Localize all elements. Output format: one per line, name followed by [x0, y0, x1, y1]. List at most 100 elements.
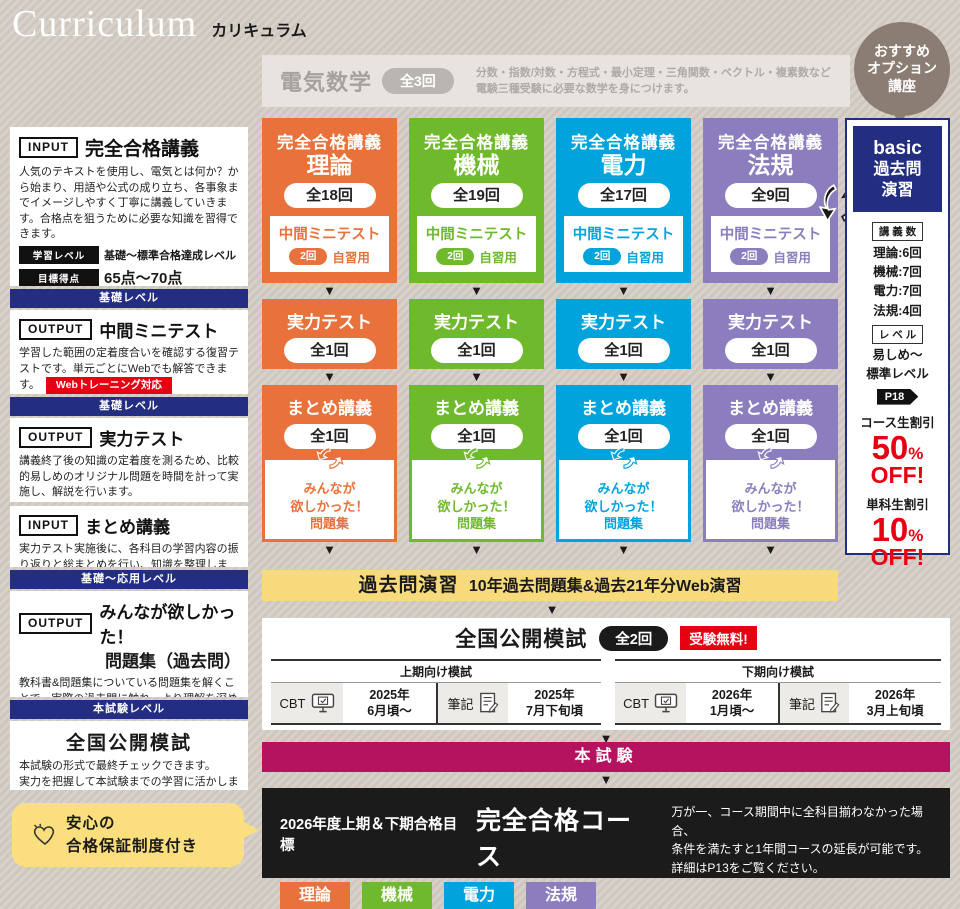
count-pill: 全1回 [577, 338, 670, 363]
count-pill: 全19回 [430, 183, 523, 209]
count-pill: 全1回 [283, 424, 376, 449]
summary-lecture-box: まとめ講義 全1回 [703, 385, 838, 457]
single-discount-off: OFF! [870, 543, 925, 570]
ability-test-label: 実力テスト [287, 313, 372, 332]
level-value: 易しめ〜 標準レベル [866, 348, 929, 381]
page-title-en: Curriculum [12, 3, 198, 45]
down-arrow-icon: ▼ [323, 369, 336, 384]
spec-row: 目標得点 65点〜70点 [19, 267, 239, 286]
course-target: 2026年度上期＆下期合格目標 [280, 817, 458, 854]
summary-lecture-label: まとめ講義 [581, 399, 666, 418]
electric-math-title: 電気数学 [280, 70, 373, 95]
cycle-arrows-icon [315, 443, 345, 473]
subject-label: 理論 [306, 152, 353, 178]
mini-test-label: 中間ミニテスト [572, 227, 675, 244]
mini-count-pill: 2回 [730, 248, 769, 266]
section-body: 実力テスト実施後に、各科目の学習内容の振り返りと総まとめを行い、知識を整理します… [19, 543, 239, 567]
down-arrow-icon: ▼ [470, 542, 483, 557]
hand-heart-icon [32, 823, 58, 847]
mini-test-label: 中間ミニテスト [425, 227, 528, 244]
sidebar-section-workbook: OUTPUT みんなが欲しかった！ 問題集（過去問） 教科書&問題集についている… [10, 591, 248, 697]
count-pill: 全1回 [283, 338, 376, 363]
course-subject-badges: 理論 機械 電力 法規 [280, 882, 649, 909]
sidebar-section-ability-test: OUTPUT 実力テスト 講義終了後の知識の定着度を測るため、比較的易しめのオリ… [10, 418, 248, 502]
output-tag: OUTPUT [19, 612, 93, 634]
single-discount-label: 単科生割引 [866, 497, 929, 512]
mini-test-label: 中間ミニテスト [719, 227, 822, 244]
ability-test-box: 実力テスト 全1回 [262, 299, 397, 369]
level-bar-basic-advanced: 基礎〜応用レベル [10, 570, 248, 589]
down-arrow-icon: ▼ [599, 772, 613, 787]
mock-exam-title: 全国公開模試 [455, 628, 588, 651]
count-pill: 全1回 [430, 424, 523, 449]
mini-test-box: 中間ミニテスト 2回 自習用 [711, 216, 830, 273]
down-arrow-icon: ▼ [545, 602, 559, 617]
mini-test-box: 中間ミニテスト 2回 自習用 [564, 216, 683, 273]
spec-row: 学習レベル 基礎〜標準合格達成レベル [19, 246, 239, 265]
spec-value: 65点〜70点 [104, 270, 183, 286]
cbt-date: 2025年 6月頃〜 [367, 687, 412, 718]
basic-title-en: basic [873, 138, 922, 159]
lecture-count-list: 理論:6回 機械:7回 電力:7回 法規:4回 [847, 244, 948, 322]
ability-test-label: 実力テスト [581, 313, 666, 332]
column-law: 完全合格講義 法規 全9回 中間ミニテスト 2回 自習用 ▼ 実力テスト 全1回 … [703, 118, 838, 558]
subject-badge-machine: 機械 [362, 882, 432, 909]
sidebar-section-lecture: INPUT 完全合格講義 人気のテキストを使用し、電気とは何か？から始まり、用語… [10, 127, 248, 286]
count-pill: 全1回 [577, 424, 670, 449]
section-title: 完全合格講義 [85, 139, 200, 160]
mini-count-pill: 2回 [436, 248, 475, 266]
level-bar-basic-2: 基礎レベル [10, 397, 248, 416]
count-pill: 全1回 [430, 338, 523, 363]
mock-table-header: 上期向け模試 [271, 661, 601, 683]
column-machine: 完全合格講義 機械 全19回 中間ミニテスト 2回 自習用 ▼ 実力テスト 全1回… [409, 118, 544, 558]
electric-math-count-badge: 全3回 [382, 68, 454, 94]
level-bar-basic-1: 基礎レベル [10, 289, 248, 308]
guarantee-text: 安心の 合格保証制度付き [66, 814, 199, 855]
lecture-box: 完全合格講義 理論 全18回 中間ミニテスト 2回 自習用 [262, 118, 397, 283]
workbook-box: みんなが 欲しかった！ 問題集 [409, 447, 544, 542]
mini-test-label: 中間ミニテスト [278, 227, 381, 244]
basic-option-header: basic 過去問 演習 [853, 126, 942, 212]
workbook-label: みんなが 欲しかった！ 問題集 [584, 481, 663, 532]
subject-badge-theory: 理論 [280, 882, 350, 909]
course-discount-value: 50% [847, 431, 948, 464]
ability-test-box: 実力テスト 全1回 [556, 299, 691, 369]
monitor-icon [654, 693, 678, 713]
workbook-box: みんなが 欲しかった！ 問題集 [556, 447, 691, 542]
electric-math-band: 電気数学 全3回 分数・指数/対数・方程式・最小定理・三角関数・ベクトル・複素数… [262, 55, 850, 107]
workbook-label: みんなが 欲しかった！ 問題集 [731, 481, 810, 532]
lecture-box: 完全合格講義 機械 全19回 中間ミニテスト 2回 自習用 [409, 118, 544, 283]
page-header: Curriculum カリキュラム [12, 2, 307, 46]
down-arrow-icon: ▼ [764, 542, 777, 557]
lecture-label: 完全合格講義 [571, 134, 676, 152]
cbt-label: CBT [279, 695, 306, 711]
section-title: 中間ミニテスト [99, 322, 219, 341]
written-label: 筆記 [447, 696, 474, 712]
self-study-label: 自習用 [332, 251, 370, 266]
subject-label: 機械 [453, 152, 500, 178]
lecture-count-item: 機械:7回 [873, 264, 922, 279]
section-body: 本試験の形式で最終チェックできます。 実力を把握して本試験までの学習に活かしまし… [19, 760, 239, 788]
cbt-cell: CBT [615, 683, 687, 723]
column-power: 完全合格講義 電力 全17回 中間ミニテスト 2回 自習用 ▼ 実力テスト 全1回… [556, 118, 691, 558]
mock-table-header: 下期向け模試 [615, 661, 941, 683]
recommended-option-badge: おすすめ オプション 講座 [854, 22, 950, 124]
course-note: 万が一、コース期間中に全科目揃わなかった場合、 条件を満たすと1年間コースの延長… [671, 805, 929, 875]
written-date: 2026年 3月上旬頃 [866, 687, 924, 718]
subject-label: 法規 [747, 152, 794, 178]
subject-label: 電力 [600, 152, 647, 178]
down-arrow-icon: ▼ [470, 369, 483, 384]
mini-count-pill: 2回 [583, 248, 622, 266]
mock-exam-section: 全国公開模試 全2回 受験無料! 上期向け模試 CBT 2025年 6月頃〜 筆… [262, 618, 950, 730]
lecture-label: 完全合格講義 [718, 134, 823, 152]
summary-lecture-label: まとめ講義 [287, 399, 372, 418]
summary-lecture-label: まとめ講義 [728, 399, 813, 418]
lecture-label: 完全合格講義 [277, 134, 382, 152]
summary-lecture-label: まとめ講義 [434, 399, 519, 418]
workbook-label: みんなが 欲しかった！ 問題集 [290, 481, 369, 532]
cbt-label: CBT [623, 695, 650, 711]
section-body: 教科書&問題集についている問題集を解くことで、実際の過去問に触れ、より理解を深め… [19, 677, 238, 697]
spec-value: 基礎〜標準合格達成レベル [104, 250, 236, 263]
subject-badge-law: 法規 [526, 882, 596, 909]
recommended-option-text: おすすめ オプション 講座 [867, 42, 937, 94]
